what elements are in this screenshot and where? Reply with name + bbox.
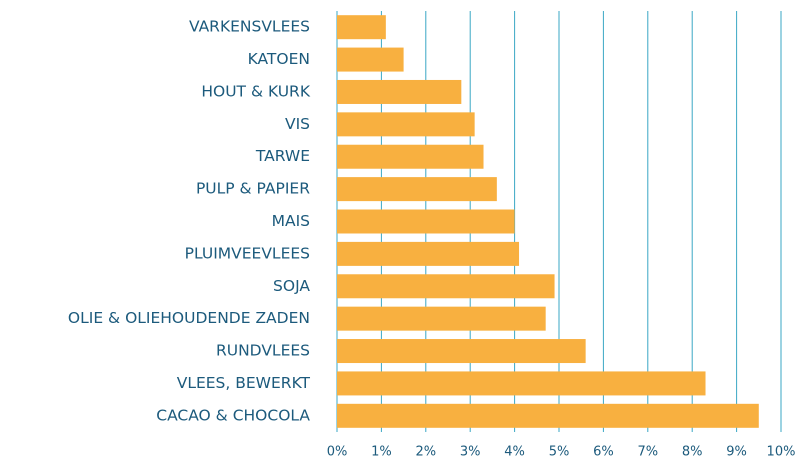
y-tick-label: VIS [285, 115, 310, 133]
bar [337, 47, 404, 72]
bar [337, 112, 475, 137]
x-tick-label: 6% [593, 445, 614, 460]
bar [337, 79, 462, 104]
y-tick-label: SOJA [273, 277, 310, 295]
bar [337, 274, 555, 299]
y-tick-label: CACAO & CHOCOLA [156, 406, 310, 424]
bar [337, 241, 520, 266]
y-tick-label: VARKENSVLEES [189, 18, 310, 36]
x-tick-label: 7% [637, 445, 658, 460]
x-tick-label: 5% [549, 445, 570, 460]
y-tick-label: VLEES, BEWERKT [177, 374, 311, 392]
bar [337, 339, 586, 364]
x-tick-label: 0% [327, 445, 348, 460]
bar [337, 306, 546, 331]
bar [337, 15, 386, 40]
x-tick-label: 1% [371, 445, 392, 460]
x-tick-label: 10% [767, 445, 796, 460]
y-tick-label: MAIS [272, 212, 310, 230]
bar [337, 144, 484, 169]
x-tick-label: 3% [460, 445, 481, 460]
x-tick-label: 2% [415, 445, 436, 460]
y-tick-label: OLIE & OLIEHOUDENDE ZADEN [68, 309, 310, 327]
y-tick-label: RUNDVLEES [216, 342, 310, 360]
y-tick-label: HOUT & KURK [201, 82, 310, 100]
y-tick-label: TARWE [255, 147, 310, 165]
bar [337, 403, 759, 428]
x-tick-label: 4% [504, 445, 525, 460]
y-tick-label: KATOEN [248, 50, 310, 68]
bar [337, 177, 497, 202]
x-tick-label: 8% [682, 445, 703, 460]
bar [337, 371, 706, 396]
y-tick-label: PULP & PAPIER [196, 180, 310, 198]
x-tick-label: 9% [726, 445, 747, 460]
y-tick-label: PLUIMVEEVLEES [185, 244, 310, 262]
bar [337, 209, 515, 234]
